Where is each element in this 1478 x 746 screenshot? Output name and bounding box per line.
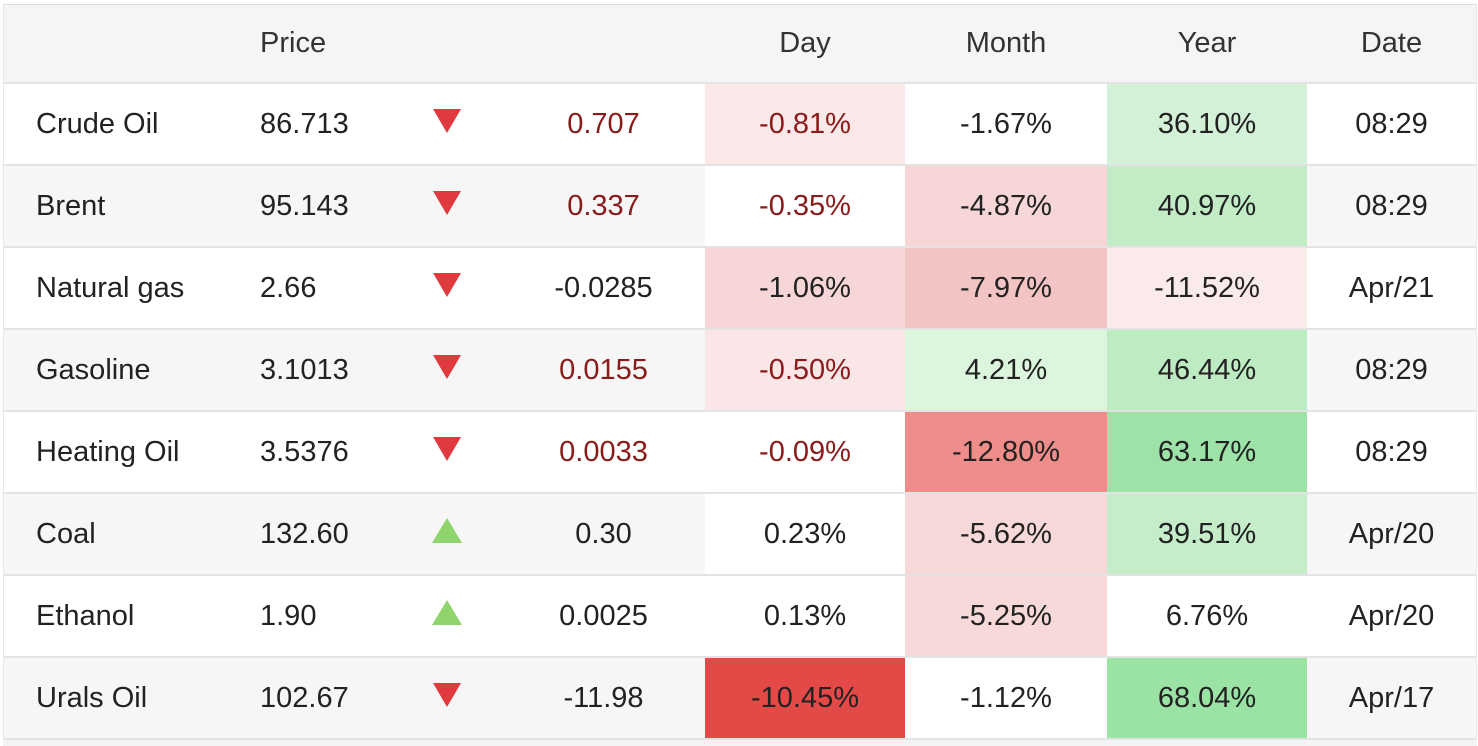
table-row: Gasoline 3.1013 0.0155 -0.50% 4.21% 46.4… bbox=[4, 329, 1476, 412]
month-pct-cell: -5.25% bbox=[905, 575, 1107, 658]
commodity-name-link[interactable]: Crude Oil bbox=[4, 83, 250, 166]
direction-cell bbox=[392, 411, 502, 494]
header-year[interactable]: Year bbox=[1107, 5, 1307, 84]
direction-cell bbox=[392, 493, 502, 576]
direction-cell bbox=[392, 83, 502, 166]
change-cell: 0.30 bbox=[502, 493, 705, 576]
table-bottom-strip bbox=[3, 740, 1477, 746]
day-pct-cell: -1.06% bbox=[705, 247, 905, 330]
year-pct-cell: 46.44% bbox=[1107, 329, 1307, 412]
header-direction bbox=[392, 5, 502, 84]
price-cell: 3.5376 bbox=[250, 411, 392, 494]
commodity-name-link[interactable]: Brent bbox=[4, 165, 250, 248]
date-cell: Apr/20 bbox=[1307, 575, 1476, 658]
commodity-name-link[interactable]: Natural gas bbox=[4, 247, 250, 330]
table-row: Coal 132.60 0.30 0.23% -5.62% 39.51% Apr… bbox=[4, 493, 1476, 576]
day-pct-cell: 0.13% bbox=[705, 575, 905, 658]
month-pct-cell: 4.21% bbox=[905, 329, 1107, 412]
price-cell: 86.713 bbox=[250, 83, 392, 166]
month-pct-cell: -5.62% bbox=[905, 493, 1107, 576]
direction-cell bbox=[392, 165, 502, 248]
commodity-name-link[interactable]: Gasoline bbox=[4, 329, 250, 412]
table-row: Brent 95.143 0.337 -0.35% -4.87% 40.97% … bbox=[4, 165, 1476, 248]
date-cell: Apr/21 bbox=[1307, 247, 1476, 330]
triangle-down-icon bbox=[433, 272, 461, 297]
month-pct-cell: -4.87% bbox=[905, 165, 1107, 248]
triangle-down-icon bbox=[433, 108, 461, 133]
price-cell: 1.90 bbox=[250, 575, 392, 658]
price-cell: 132.60 bbox=[250, 493, 392, 576]
day-pct-cell: -0.35% bbox=[705, 165, 905, 248]
triangle-down-icon bbox=[433, 436, 461, 461]
date-cell: Apr/20 bbox=[1307, 493, 1476, 576]
triangle-down-icon bbox=[433, 682, 461, 707]
header-date[interactable]: Date bbox=[1307, 5, 1476, 84]
day-pct-cell: -0.81% bbox=[705, 83, 905, 166]
header-price[interactable]: Price bbox=[250, 5, 392, 84]
price-cell: 3.1013 bbox=[250, 329, 392, 412]
year-pct-cell: 40.97% bbox=[1107, 165, 1307, 248]
change-cell: 0.0025 bbox=[502, 575, 705, 658]
header-change bbox=[502, 5, 705, 84]
year-pct-cell: -11.52% bbox=[1107, 247, 1307, 330]
commodity-name-link[interactable]: Ethanol bbox=[4, 575, 250, 658]
table-row: Natural gas 2.66 -0.0285 -1.06% -7.97% -… bbox=[4, 247, 1476, 330]
day-pct-cell: -0.09% bbox=[705, 411, 905, 494]
year-pct-cell: 36.10% bbox=[1107, 83, 1307, 166]
header-name bbox=[4, 5, 250, 84]
price-cell: 2.66 bbox=[250, 247, 392, 330]
year-pct-cell: 6.76% bbox=[1107, 575, 1307, 658]
price-cell: 95.143 bbox=[250, 165, 392, 248]
table-row: Ethanol 1.90 0.0025 0.13% -5.25% 6.76% A… bbox=[4, 575, 1476, 658]
change-cell: 0.707 bbox=[502, 83, 705, 166]
year-pct-cell: 63.17% bbox=[1107, 411, 1307, 494]
year-pct-cell: 68.04% bbox=[1107, 657, 1307, 740]
triangle-up-icon bbox=[432, 599, 462, 625]
day-pct-cell: -0.50% bbox=[705, 329, 905, 412]
month-pct-cell: -12.80% bbox=[905, 411, 1107, 494]
month-pct-cell: -7.97% bbox=[905, 247, 1107, 330]
triangle-down-icon bbox=[433, 190, 461, 215]
date-cell: 08:29 bbox=[1307, 411, 1476, 494]
header-month[interactable]: Month bbox=[905, 5, 1107, 84]
date-cell: 08:29 bbox=[1307, 329, 1476, 412]
date-cell: Apr/17 bbox=[1307, 657, 1476, 740]
change-cell: 0.337 bbox=[502, 165, 705, 248]
direction-cell bbox=[392, 657, 502, 740]
commodity-name-link[interactable]: Heating Oil bbox=[4, 411, 250, 494]
month-pct-cell: -1.67% bbox=[905, 83, 1107, 166]
direction-cell bbox=[392, 247, 502, 330]
commodity-name-link[interactable]: Coal bbox=[4, 493, 250, 576]
triangle-up-icon bbox=[432, 517, 462, 543]
table-header-row: Price Day Month Year Date bbox=[4, 5, 1476, 84]
date-cell: 08:29 bbox=[1307, 165, 1476, 248]
table-row: Urals Oil 102.67 -11.98 -10.45% -1.12% 6… bbox=[4, 657, 1476, 740]
date-cell: 08:29 bbox=[1307, 83, 1476, 166]
commodities-table-container: Price Day Month Year Date Crude Oil 86.7… bbox=[3, 4, 1477, 740]
change-cell: 0.0033 bbox=[502, 411, 705, 494]
day-pct-cell: -10.45% bbox=[705, 657, 905, 740]
table-row: Heating Oil 3.5376 0.0033 -0.09% -12.80%… bbox=[4, 411, 1476, 494]
commodity-name-link[interactable]: Urals Oil bbox=[4, 657, 250, 740]
header-day[interactable]: Day bbox=[705, 5, 905, 84]
direction-cell bbox=[392, 329, 502, 412]
commodities-table: Price Day Month Year Date Crude Oil 86.7… bbox=[4, 5, 1476, 740]
change-cell: -0.0285 bbox=[502, 247, 705, 330]
table-row: Crude Oil 86.713 0.707 -0.81% -1.67% 36.… bbox=[4, 83, 1476, 166]
day-pct-cell: 0.23% bbox=[705, 493, 905, 576]
change-cell: -11.98 bbox=[502, 657, 705, 740]
month-pct-cell: -1.12% bbox=[905, 657, 1107, 740]
triangle-down-icon bbox=[433, 354, 461, 379]
year-pct-cell: 39.51% bbox=[1107, 493, 1307, 576]
direction-cell bbox=[392, 575, 502, 658]
change-cell: 0.0155 bbox=[502, 329, 705, 412]
price-cell: 102.67 bbox=[250, 657, 392, 740]
